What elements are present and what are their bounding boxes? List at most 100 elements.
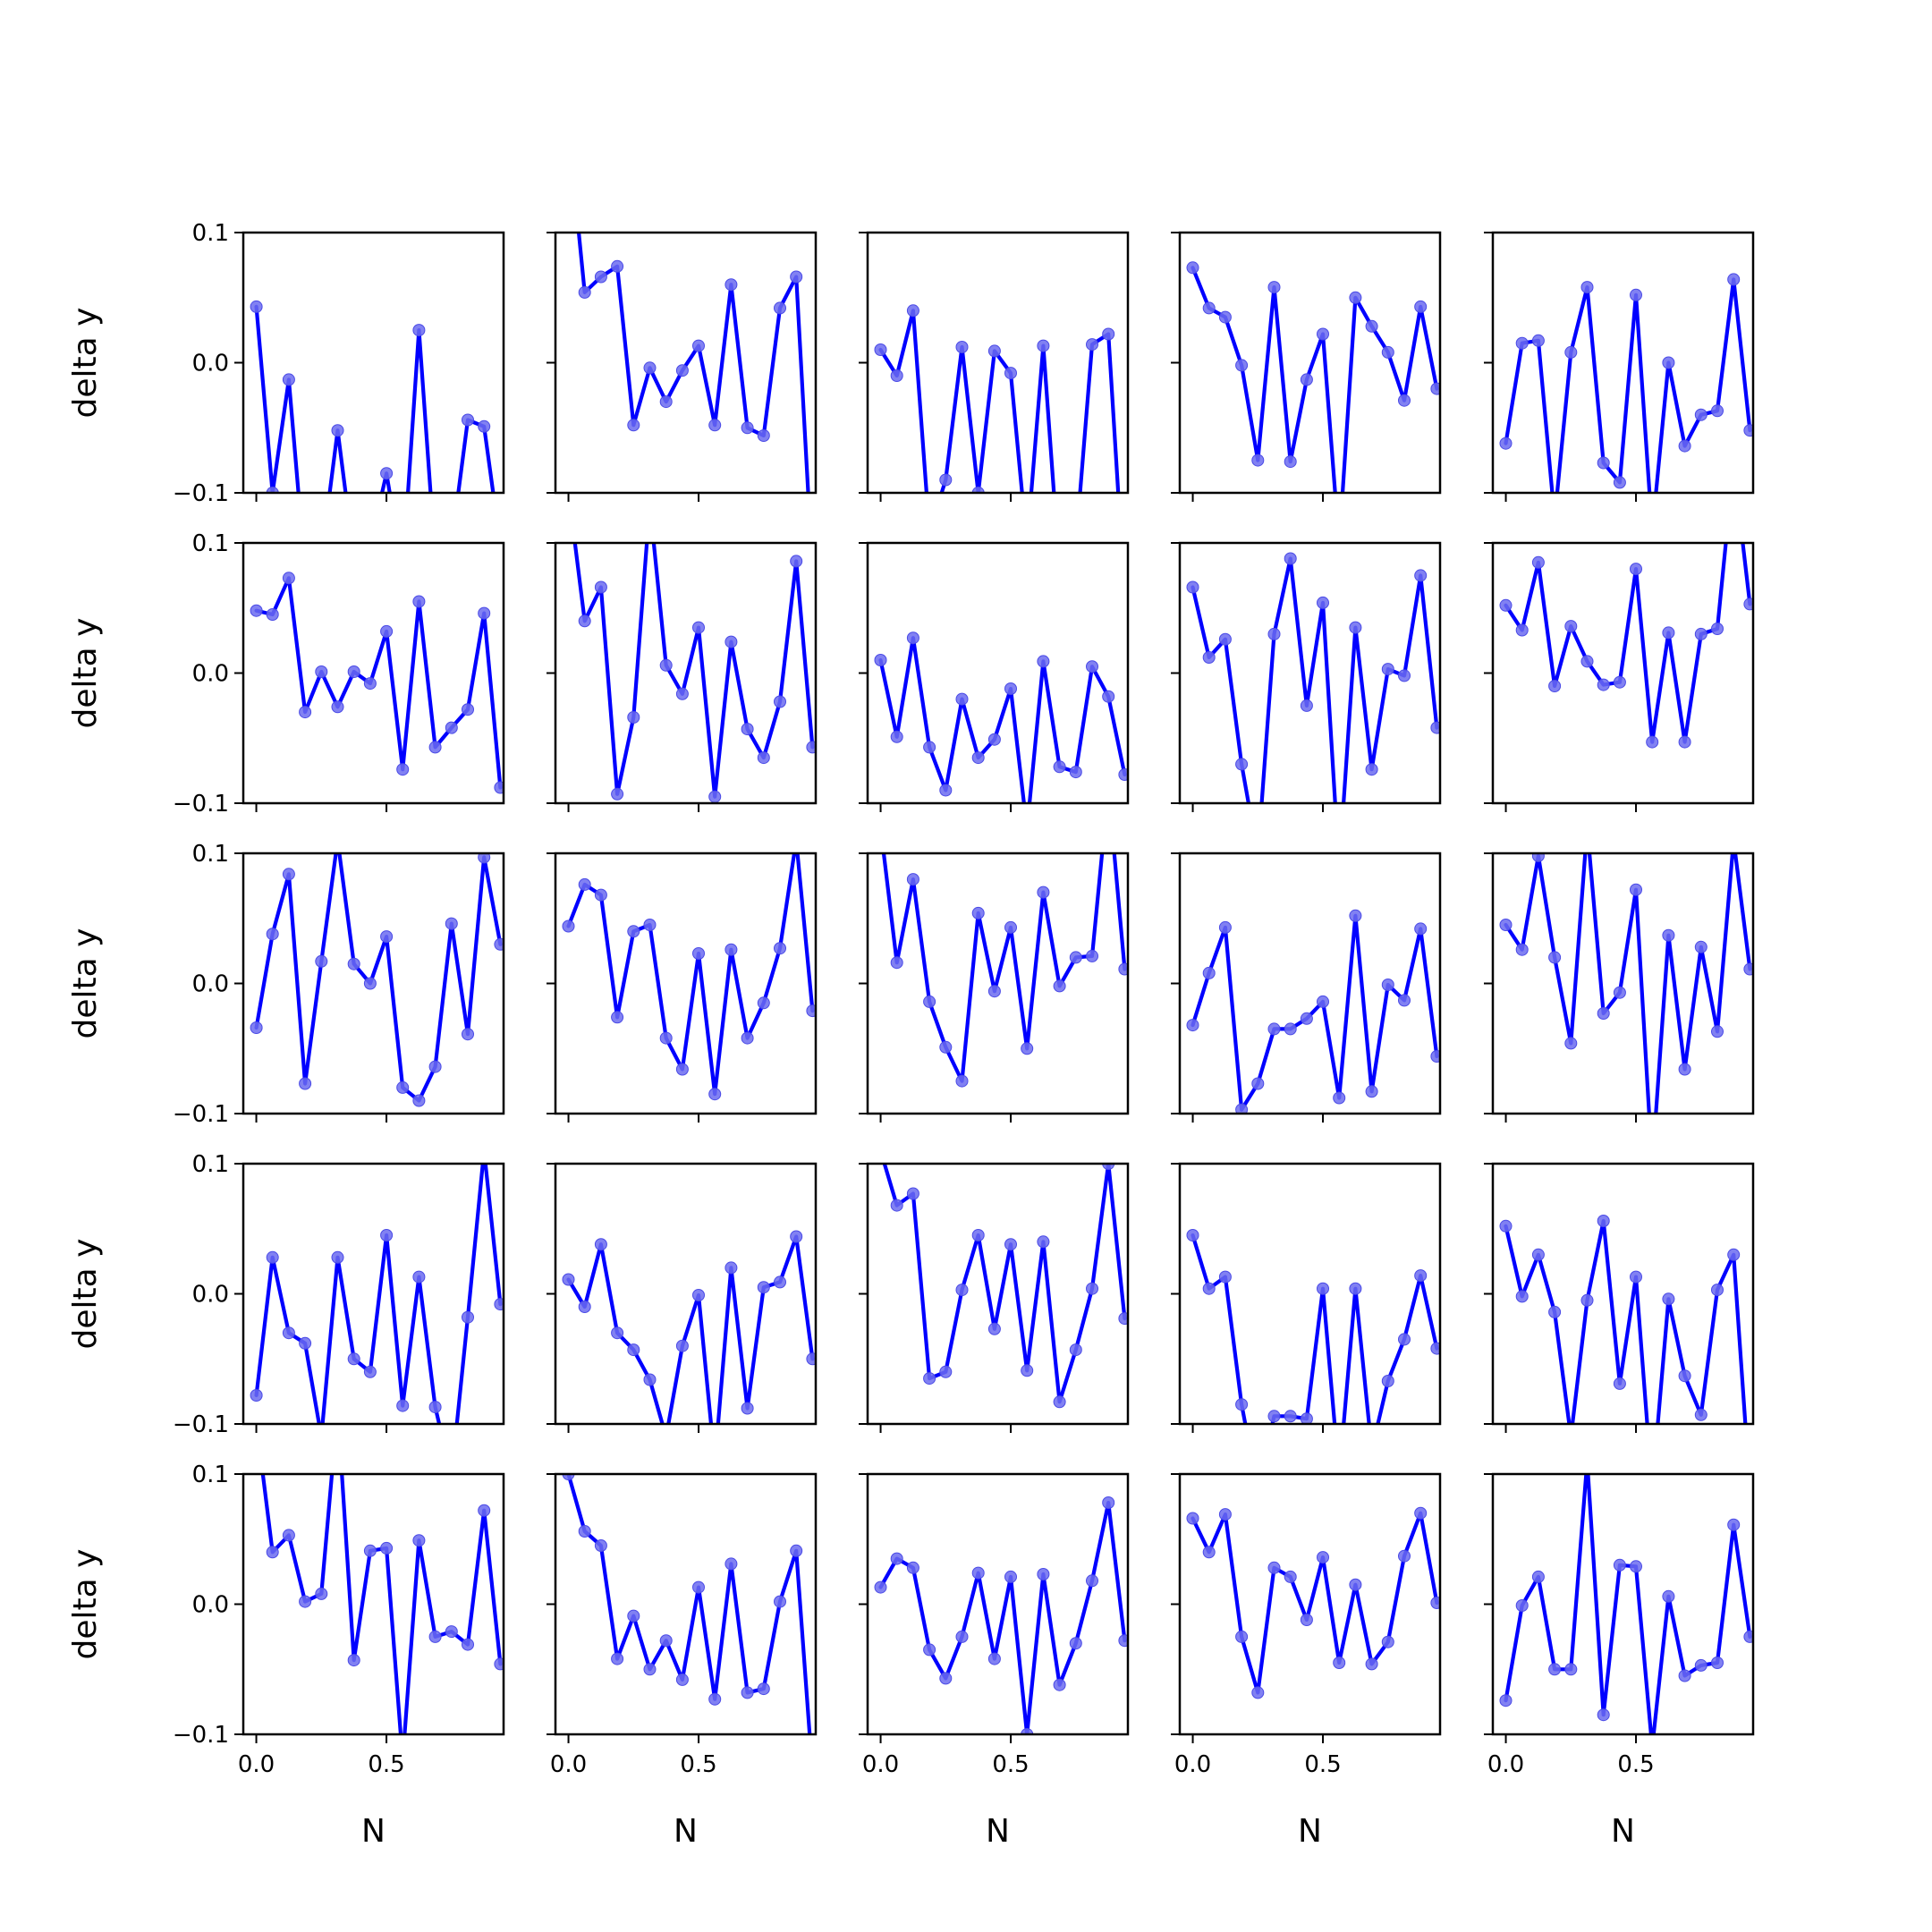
x-axis-label: N xyxy=(674,1813,698,1850)
x-tick-label: 0.5 xyxy=(680,1751,716,1778)
series-line xyxy=(254,576,503,790)
data-point xyxy=(1613,1377,1626,1390)
series-line-group xyxy=(874,631,1128,803)
data-point xyxy=(741,1402,754,1415)
series-line xyxy=(1191,266,1439,493)
data-point xyxy=(478,1504,491,1517)
data-point xyxy=(1021,1364,1034,1377)
data-point xyxy=(987,733,1001,746)
data-point xyxy=(675,687,689,700)
data-point xyxy=(1564,345,1578,359)
data-point xyxy=(462,703,474,716)
data-point xyxy=(1251,453,1265,467)
series-line xyxy=(1504,277,1752,493)
data-point xyxy=(1235,359,1249,372)
data-point xyxy=(1037,1235,1050,1249)
y-tick-label: −0.1 xyxy=(173,1411,229,1438)
series-line xyxy=(254,1164,503,1424)
data-point xyxy=(1662,1589,1675,1603)
subplot-r5-c4: 0.0 0.5 N xyxy=(1171,1472,1442,1850)
subplot-r4-c3 xyxy=(859,1162,1130,1433)
data-point xyxy=(462,1310,474,1324)
data-point xyxy=(282,373,295,386)
data-point xyxy=(1218,632,1232,646)
subplot-r4-c4 xyxy=(1171,1162,1442,1433)
series-line xyxy=(881,853,1127,1083)
data-point xyxy=(1580,655,1594,668)
data-point xyxy=(1398,669,1411,682)
data-point xyxy=(806,1004,816,1018)
data-point xyxy=(299,706,312,719)
data-point xyxy=(987,344,1001,358)
data-point xyxy=(1414,569,1428,582)
data-point xyxy=(1102,1496,1115,1509)
subplot-r2-c2 xyxy=(547,541,818,812)
data-point xyxy=(709,1457,721,1469)
data-point xyxy=(462,1028,474,1041)
data-point xyxy=(774,301,786,315)
data-point xyxy=(971,1229,985,1241)
data-point xyxy=(1118,1634,1128,1648)
data-point xyxy=(1202,301,1216,315)
data-point xyxy=(955,1284,969,1297)
series-line-group xyxy=(250,300,496,564)
x-axis-label: N xyxy=(986,1813,1010,1850)
subplot-r5-c2: 0.0 0.5 N xyxy=(547,1472,818,1850)
x-tick-label: 0.0 xyxy=(238,1751,275,1778)
data-point xyxy=(347,1654,360,1667)
series-line xyxy=(1504,1474,1752,1734)
series-line-group xyxy=(1499,459,1753,749)
data-point xyxy=(266,608,279,621)
data-point xyxy=(1317,596,1329,609)
data-point xyxy=(578,285,591,299)
data-point xyxy=(1662,356,1675,369)
data-point xyxy=(316,1431,327,1443)
data-point xyxy=(1580,281,1594,294)
data-point xyxy=(708,1692,722,1706)
data-point xyxy=(347,1352,360,1366)
data-point xyxy=(1678,1369,1691,1383)
data-point xyxy=(790,1230,803,1243)
data-point xyxy=(660,1431,672,1443)
series-line-group xyxy=(260,1474,504,1734)
data-point xyxy=(1743,962,1753,976)
data-point xyxy=(906,304,919,318)
data-point xyxy=(429,552,441,564)
data-point xyxy=(1694,1658,1707,1672)
data-point xyxy=(1499,919,1513,931)
data-point xyxy=(1711,1025,1724,1038)
data-point xyxy=(1365,319,1378,333)
subplot-r1-c1: 0.1 0.0 −0.1 delta y xyxy=(67,220,505,564)
data-point xyxy=(1300,1012,1313,1025)
data-point xyxy=(250,300,263,313)
data-point xyxy=(1515,1599,1529,1612)
data-point xyxy=(611,1652,624,1665)
data-point xyxy=(1381,1635,1394,1648)
data-point xyxy=(1711,1657,1724,1669)
data-point xyxy=(627,925,640,938)
data-point xyxy=(971,1566,985,1580)
data-point xyxy=(1381,345,1394,359)
data-point xyxy=(874,343,887,356)
data-point xyxy=(479,1145,490,1157)
data-point xyxy=(774,695,786,708)
data-point xyxy=(282,1326,295,1340)
data-point xyxy=(562,1273,575,1286)
y-tick-label: 0.0 xyxy=(192,1592,229,1619)
data-point xyxy=(1630,1560,1642,1573)
data-point xyxy=(643,1663,657,1676)
data-point xyxy=(659,1031,673,1045)
data-point xyxy=(1678,1669,1691,1682)
data-point xyxy=(774,942,786,955)
data-point xyxy=(1037,339,1050,352)
series-line xyxy=(576,233,810,493)
data-point xyxy=(1728,459,1740,470)
data-point xyxy=(1647,526,1658,538)
data-point xyxy=(939,1040,953,1054)
data-point xyxy=(1053,1395,1066,1409)
data-point xyxy=(1218,920,1232,934)
data-point xyxy=(1267,1022,1281,1036)
subplot-r3-c2 xyxy=(547,852,818,1123)
series-line-group xyxy=(1499,1215,1748,1424)
data-point xyxy=(1414,922,1428,936)
